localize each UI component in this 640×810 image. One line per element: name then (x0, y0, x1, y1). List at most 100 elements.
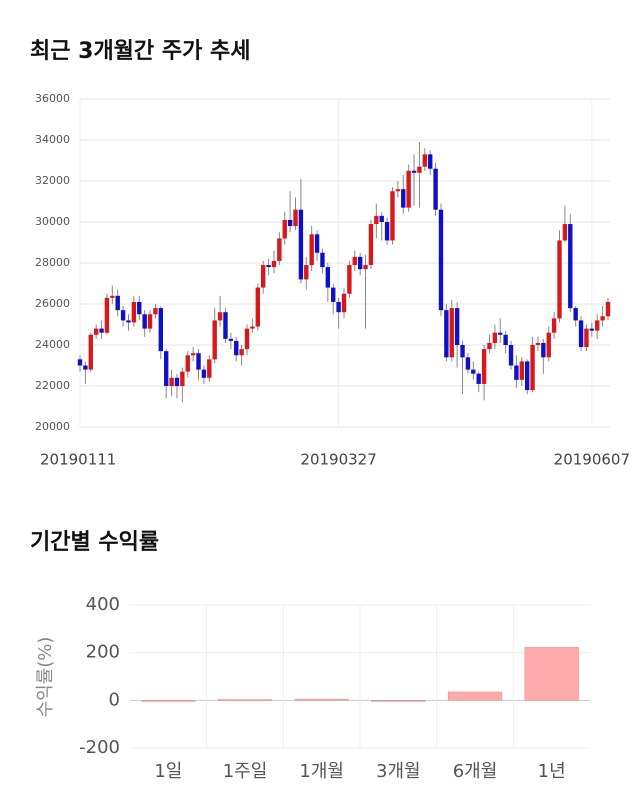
candle-body (519, 361, 524, 380)
candle-body (341, 293, 347, 313)
candle-body (524, 361, 530, 391)
candle-body (77, 359, 83, 366)
candle-body (508, 345, 514, 366)
candle-body (120, 310, 126, 321)
candle-body (476, 373, 481, 384)
candle-body (309, 234, 314, 266)
candle-body (384, 222, 390, 241)
y-tick-label: 22000 (35, 379, 70, 392)
candle-body (541, 342, 546, 358)
candle-body (395, 189, 401, 192)
bar (294, 698, 349, 701)
x-tick-label: 1개월 (299, 761, 344, 782)
candle-body (492, 332, 498, 343)
candle-body (460, 345, 465, 358)
x-tick-label: 1일 (154, 761, 182, 782)
x-tick-label: 1년 (538, 761, 566, 782)
candle-body (347, 265, 352, 294)
candle-body (164, 351, 169, 386)
candle-body (169, 377, 174, 386)
candle-body (411, 170, 417, 173)
candle-body (568, 224, 573, 309)
candle-body (589, 328, 595, 331)
candle-body (438, 209, 444, 311)
y-tick-label: 36000 (35, 92, 70, 105)
candle-body (142, 314, 147, 329)
candle-body (487, 342, 492, 350)
candle-body (562, 224, 568, 241)
candle-body (514, 365, 519, 380)
x-tick-label: 20190111 (40, 451, 116, 469)
candle-body (454, 308, 460, 345)
candle-body (287, 219, 293, 227)
candle-body (115, 295, 120, 311)
candle-body (600, 316, 605, 321)
candle-body (201, 369, 207, 378)
y-tick-label: 32000 (35, 174, 70, 187)
candle-body (605, 301, 611, 317)
candle-body (465, 357, 471, 370)
candle-body (180, 371, 185, 386)
bar (447, 691, 503, 701)
candle-body (260, 265, 266, 288)
candle-body (595, 320, 600, 331)
candle-body (239, 349, 244, 356)
candle-body (481, 349, 487, 384)
candle-body (368, 224, 374, 266)
candle-body (498, 332, 503, 335)
x-tick-label: 3개월 (376, 761, 421, 782)
candle-body (551, 318, 557, 333)
candle-body (325, 267, 331, 288)
candle-body (363, 265, 368, 270)
candle-body (104, 297, 110, 333)
candle-body (320, 252, 325, 268)
candle-body (352, 256, 357, 266)
candle-body (153, 308, 158, 315)
bar (371, 700, 426, 702)
candle-body (185, 355, 190, 372)
bar (141, 700, 196, 702)
chart-title: 기간별 수익률 (30, 530, 159, 555)
candle-body (331, 287, 336, 302)
candle-body (530, 345, 535, 391)
candle-body (110, 295, 115, 298)
y-tick-label: 24000 (35, 338, 70, 351)
candle-body (357, 256, 363, 270)
candle-body (573, 308, 578, 321)
candle-body (196, 353, 201, 370)
candle-body (147, 314, 153, 329)
candle-body (277, 238, 282, 261)
candle-body (266, 265, 271, 268)
y-tick-label: -200 (79, 737, 120, 758)
y-tick-label: 28000 (35, 256, 70, 269)
candle-body (217, 312, 223, 321)
candle-body (379, 215, 384, 222)
candle-body (433, 168, 438, 210)
chart-title: 최근 3개월간 주가 추세 (30, 39, 250, 64)
candle-body (207, 359, 212, 378)
candle-body (250, 326, 255, 329)
candle-body (282, 219, 287, 239)
candle-body (374, 215, 379, 225)
x-tick-label: 1주일 (223, 761, 268, 782)
candle-body (546, 332, 551, 358)
x-tick-label: 20190327 (300, 451, 376, 469)
candle-body (304, 265, 309, 280)
candle-body (126, 320, 131, 323)
candle-body (137, 301, 142, 315)
y-tick-label: 34000 (35, 133, 70, 146)
candle-body (158, 308, 164, 352)
x-tick-label: 20190607 (554, 451, 630, 469)
y-tick-label: 30000 (35, 215, 70, 228)
candle-body (406, 170, 411, 208)
candle-body (314, 234, 320, 253)
candle-body (503, 334, 508, 345)
candle-body (449, 308, 454, 358)
candle-body (83, 365, 88, 370)
candle-body (293, 209, 298, 227)
candle-body (190, 353, 196, 356)
bar (524, 647, 579, 701)
candle-body (244, 328, 250, 350)
candle-body (228, 338, 234, 341)
